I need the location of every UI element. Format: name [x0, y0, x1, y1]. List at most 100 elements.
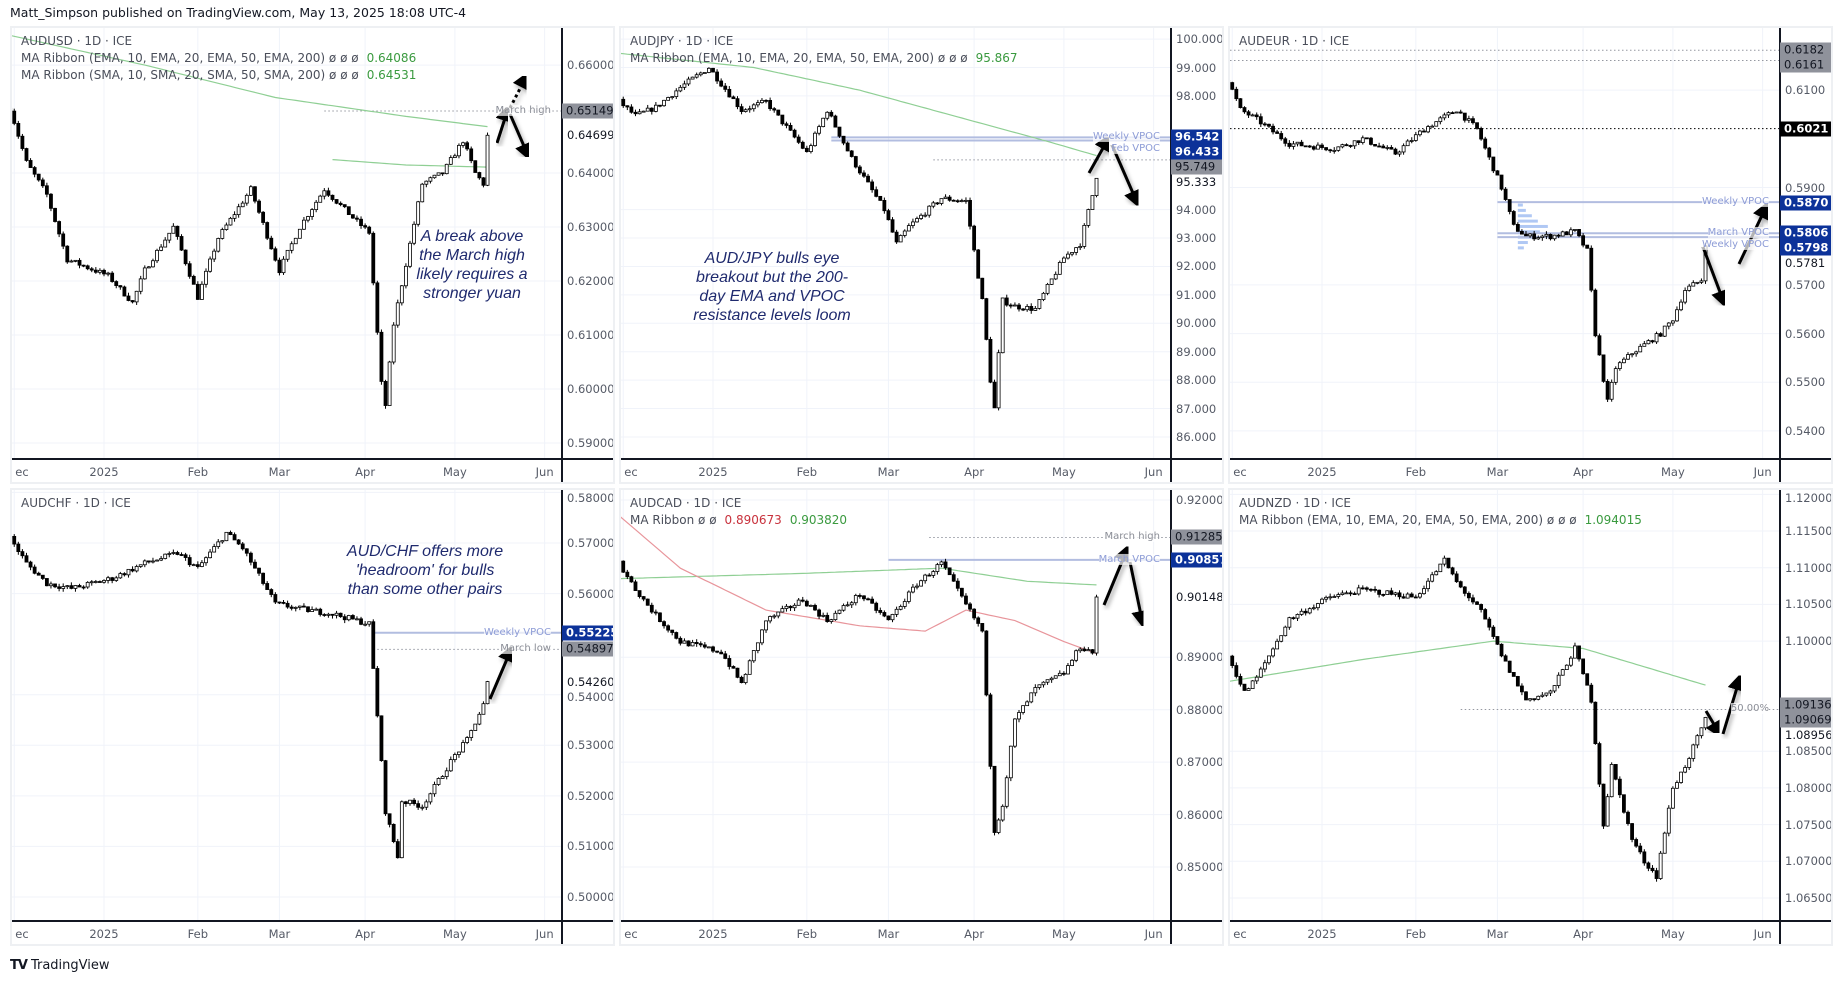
price-plot[interactable] — [621, 490, 1170, 920]
candle — [833, 114, 838, 128]
indicator-legend[interactable]: MA Ribbon (EMA, 10, EMA, 20, EMA, 50, EM… — [21, 50, 416, 67]
price-axis-border — [561, 28, 563, 482]
candle-body — [772, 615, 777, 618]
indicator-legend[interactable]: MA Ribbon ø ø 0.890673 0.903820 — [630, 512, 847, 529]
candle — [1446, 557, 1451, 569]
candle — [658, 104, 662, 108]
candle — [20, 549, 25, 559]
text-annotation[interactable]: AUD/JPY bulls eye breakout but the 200- da… — [693, 249, 850, 325]
chart-panel-audjpy[interactable]: Weekly VPOC Feb VPOC 100.000 99.000 98.000 94… — [619, 26, 1224, 484]
candle-body — [751, 104, 756, 110]
indicator-legend[interactable]: MA Ribbon (SMA, 10, SMA, 20, SMA, 50, SM… — [21, 67, 416, 84]
candle — [1086, 647, 1091, 652]
symbol-title[interactable]: AUDNZD · 1D · ICE — [1239, 496, 1351, 510]
arrow-annotation-icon[interactable] — [488, 643, 515, 700]
symbol-title[interactable]: AUDJPY · 1D · ICE — [630, 34, 734, 48]
price-tick-label: 1.075000 — [1785, 817, 1833, 832]
indicator-value: 1.094015 — [1584, 513, 1642, 527]
candle — [183, 249, 188, 266]
candle-body — [915, 218, 919, 223]
candle — [367, 621, 372, 627]
candle — [359, 216, 363, 229]
indicator-legend[interactable]: MA Ribbon (EMA, 10, EMA, 20, EMA, 50, EM… — [1239, 512, 1642, 529]
text-annotation[interactable]: AUD/CHF offers more'headroom' for bulls t… — [347, 542, 503, 599]
candle-body — [77, 585, 82, 588]
candle — [1385, 590, 1390, 595]
time-tick-label: May — [1660, 465, 1685, 479]
arrow-annotation-icon[interactable] — [1704, 710, 1723, 739]
candle-body — [200, 562, 204, 567]
candle — [1074, 649, 1079, 663]
candle — [1025, 700, 1030, 707]
candle-body — [1544, 692, 1549, 696]
candle-body — [134, 290, 139, 303]
candle-body — [1499, 174, 1504, 190]
chart-panel-audnzd[interactable]: 50.00%1.1200001.1150001.1100001.1050001.… — [1228, 488, 1833, 946]
candle — [1471, 116, 1475, 125]
chart-panel-audeur[interactable]: Weekly VPOC March VPOC Weekly VPOC 0.6100 0.… — [1228, 26, 1833, 484]
candle-body — [1360, 137, 1365, 143]
candle-body — [1564, 664, 1569, 670]
candle — [915, 216, 919, 223]
candle-body — [12, 110, 17, 124]
arrow-annotation-icon[interactable] — [495, 103, 513, 144]
indicator-legend[interactable]: MA Ribbon (EMA, 10, EMA, 20, EMA, 50, EM… — [630, 50, 1018, 67]
candle-body — [1344, 592, 1349, 595]
candle-body — [102, 269, 106, 275]
candle — [1577, 645, 1581, 662]
candle-body — [408, 242, 412, 267]
candle — [159, 555, 164, 562]
candle — [1250, 113, 1255, 117]
candle — [1356, 140, 1361, 146]
chart-panel-audusd[interactable]: March high 0.66000 0.64000 0.63000 0.62000 0.… — [10, 26, 615, 484]
price-plot[interactable] — [12, 28, 561, 458]
candle — [228, 530, 233, 536]
candle — [968, 197, 972, 230]
candle — [32, 165, 37, 178]
candle-body — [36, 572, 41, 576]
price-badge: 95.749 — [1171, 159, 1222, 175]
candle-body — [1086, 209, 1091, 226]
arrow-annotation-icon[interactable] — [508, 113, 532, 162]
tradingview-logo-icon[interactable]: TV — [10, 958, 28, 973]
candle — [1090, 649, 1095, 655]
price-plot[interactable] — [12, 490, 561, 920]
symbol-title[interactable]: AUDEUR · 1D · ICE — [1239, 34, 1350, 48]
candle-body — [1450, 567, 1455, 575]
candle-body — [1662, 325, 1667, 337]
candle — [342, 204, 347, 209]
symbol-title[interactable]: AUDCHF · 1D · ICE — [21, 496, 131, 510]
price-plot[interactable] — [1230, 28, 1779, 458]
candle-body — [346, 615, 351, 621]
candle-body — [1675, 309, 1679, 322]
arrow-annotation-icon[interactable] — [1701, 246, 1729, 309]
symbol-title[interactable]: AUDUSD · 1D · ICE — [21, 34, 133, 48]
candle — [988, 336, 993, 384]
last-price-label: 1.089560 — [1785, 727, 1833, 742]
price-plot[interactable] — [1230, 490, 1779, 920]
arrow-annotation-icon[interactable] — [1128, 561, 1149, 629]
symbol-title[interactable]: AUDCAD · 1D · ICE — [630, 496, 742, 510]
candle-body — [943, 561, 948, 569]
candle-body — [77, 259, 82, 266]
candle-body — [1053, 675, 1058, 679]
candle-body — [874, 602, 879, 611]
text-annotation[interactable]: A break above the March high likely requir… — [416, 227, 527, 303]
candle — [261, 211, 266, 226]
arrow-annotation-icon[interactable] — [508, 71, 530, 109]
candle-body — [743, 109, 748, 112]
candle — [911, 584, 915, 594]
candle-body — [1381, 145, 1386, 149]
candle — [314, 200, 319, 213]
candle-body — [240, 543, 245, 550]
arrow-annotation-icon[interactable] — [1087, 133, 1112, 174]
candle — [947, 195, 952, 202]
time-tick-label: Jun — [1144, 927, 1163, 941]
candle — [1013, 718, 1017, 748]
price-plot[interactable] — [621, 28, 1170, 458]
candle — [1082, 223, 1087, 249]
candle-body — [1585, 673, 1590, 686]
candle-body — [20, 135, 25, 149]
